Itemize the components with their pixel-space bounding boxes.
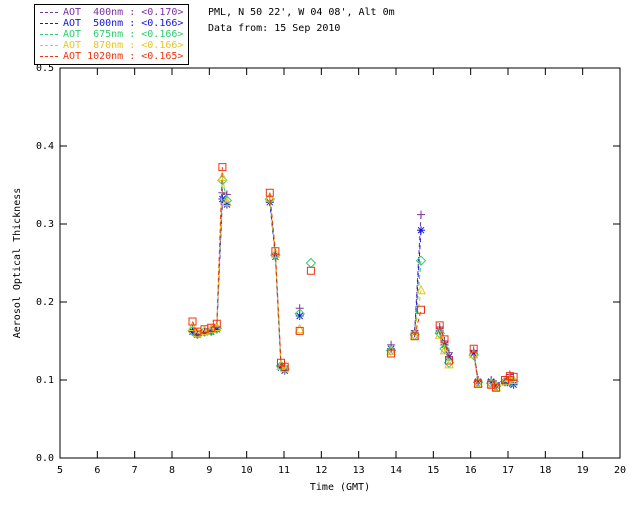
x-tick-label: 11 [278, 465, 290, 476]
series-line-1020nm [192, 167, 514, 389]
y-tick-label: 0.4 [36, 141, 54, 152]
legend-line-sample [40, 56, 58, 57]
x-tick-label: 16 [465, 465, 477, 476]
y-tick-label: 0.1 [36, 375, 54, 386]
legend-label: AOT 400nm : <0.170> [63, 7, 184, 18]
series-markers-1020nm [188, 163, 518, 392]
legend-label: AOT 500nm : <0.166> [63, 18, 184, 29]
y-tick-label: 0.5 [36, 63, 54, 74]
series-markers-500nm [188, 195, 518, 390]
plot-header: PML, N 50 22', W 04 08', Alt 0m Data fro… [208, 5, 395, 37]
y-tick-label: 0.3 [36, 219, 54, 230]
series-line-400nm [192, 192, 515, 385]
x-tick-label: 6 [94, 465, 100, 476]
legend-label: AOT 1020nm : <0.165> [63, 51, 184, 62]
series-line-500nm [192, 198, 514, 386]
y-tick-label: 0.2 [36, 297, 54, 308]
x-tick-label: 7 [132, 465, 138, 476]
x-tick-label: 18 [539, 465, 551, 476]
x-tick-label: 12 [315, 465, 327, 476]
legend-label: AOT 675nm : <0.166> [63, 29, 184, 40]
x-axis-label: Time (GMT) [310, 482, 370, 493]
series-markers-675nm [187, 175, 519, 392]
x-tick-label: 13 [353, 465, 365, 476]
x-tick-label: 10 [241, 465, 253, 476]
x-tick-label: 14 [390, 465, 402, 476]
plot-frame [59, 67, 621, 459]
legend-entry-400nm: AOT 400nm : <0.170> [40, 7, 183, 18]
series-markers-400nm [188, 188, 518, 388]
series-line-675nm [192, 180, 514, 387]
y-axis-label: Aerosol Optical Thickness [12, 188, 23, 339]
station-location: PML, N 50 22', W 04 08', Alt 0m [208, 7, 395, 18]
x-tick-label: 17 [502, 465, 514, 476]
x-tick-label: 9 [206, 465, 212, 476]
legend-line-sample [40, 23, 58, 24]
legend-entry-675nm: AOT 675nm : <0.166> [40, 29, 183, 40]
series-markers-870nm [187, 171, 519, 391]
legend-entry-870nm: AOT 870nm : <0.166> [40, 40, 183, 51]
legend-line-sample [40, 12, 58, 13]
data-date: Data from: 15 Sep 2010 [208, 23, 341, 34]
x-tick-label: 20 [614, 465, 626, 476]
x-tick-label: 19 [577, 465, 589, 476]
x-tick-label: 8 [169, 465, 175, 476]
x-tick-label: 5 [57, 465, 63, 476]
y-tick-label: 0.0 [36, 453, 54, 464]
series-line-870nm [192, 177, 514, 388]
legend-entry-1020nm: AOT 1020nm : <0.165> [40, 51, 183, 62]
legend-box: AOT 400nm : <0.170> AOT 500nm : <0.166> AO… [34, 4, 190, 65]
x-tick-label: 15 [427, 465, 439, 476]
legend-label: AOT 870nm : <0.166> [63, 40, 184, 51]
legend-line-sample [40, 34, 58, 35]
legend-line-sample [40, 45, 58, 46]
legend-entry-500nm: AOT 500nm : <0.166> [40, 18, 183, 29]
